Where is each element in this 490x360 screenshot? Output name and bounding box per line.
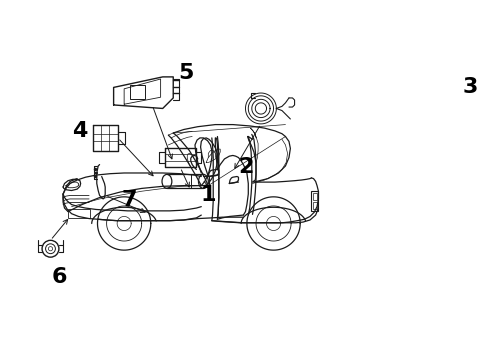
Text: 1: 1 — [200, 185, 216, 206]
Bar — [68, 210, 91, 218]
Bar — [313, 202, 317, 210]
Bar — [130, 85, 145, 99]
Bar — [312, 191, 318, 211]
Circle shape — [42, 240, 59, 257]
Text: 2: 2 — [238, 157, 253, 177]
Text: 5: 5 — [178, 63, 194, 84]
Ellipse shape — [162, 174, 172, 188]
Text: 3: 3 — [462, 77, 478, 98]
Text: 4: 4 — [72, 121, 88, 141]
Circle shape — [46, 244, 55, 254]
Ellipse shape — [198, 174, 208, 188]
Bar — [313, 193, 317, 201]
Text: 7: 7 — [122, 190, 137, 210]
Text: 6: 6 — [52, 267, 67, 287]
